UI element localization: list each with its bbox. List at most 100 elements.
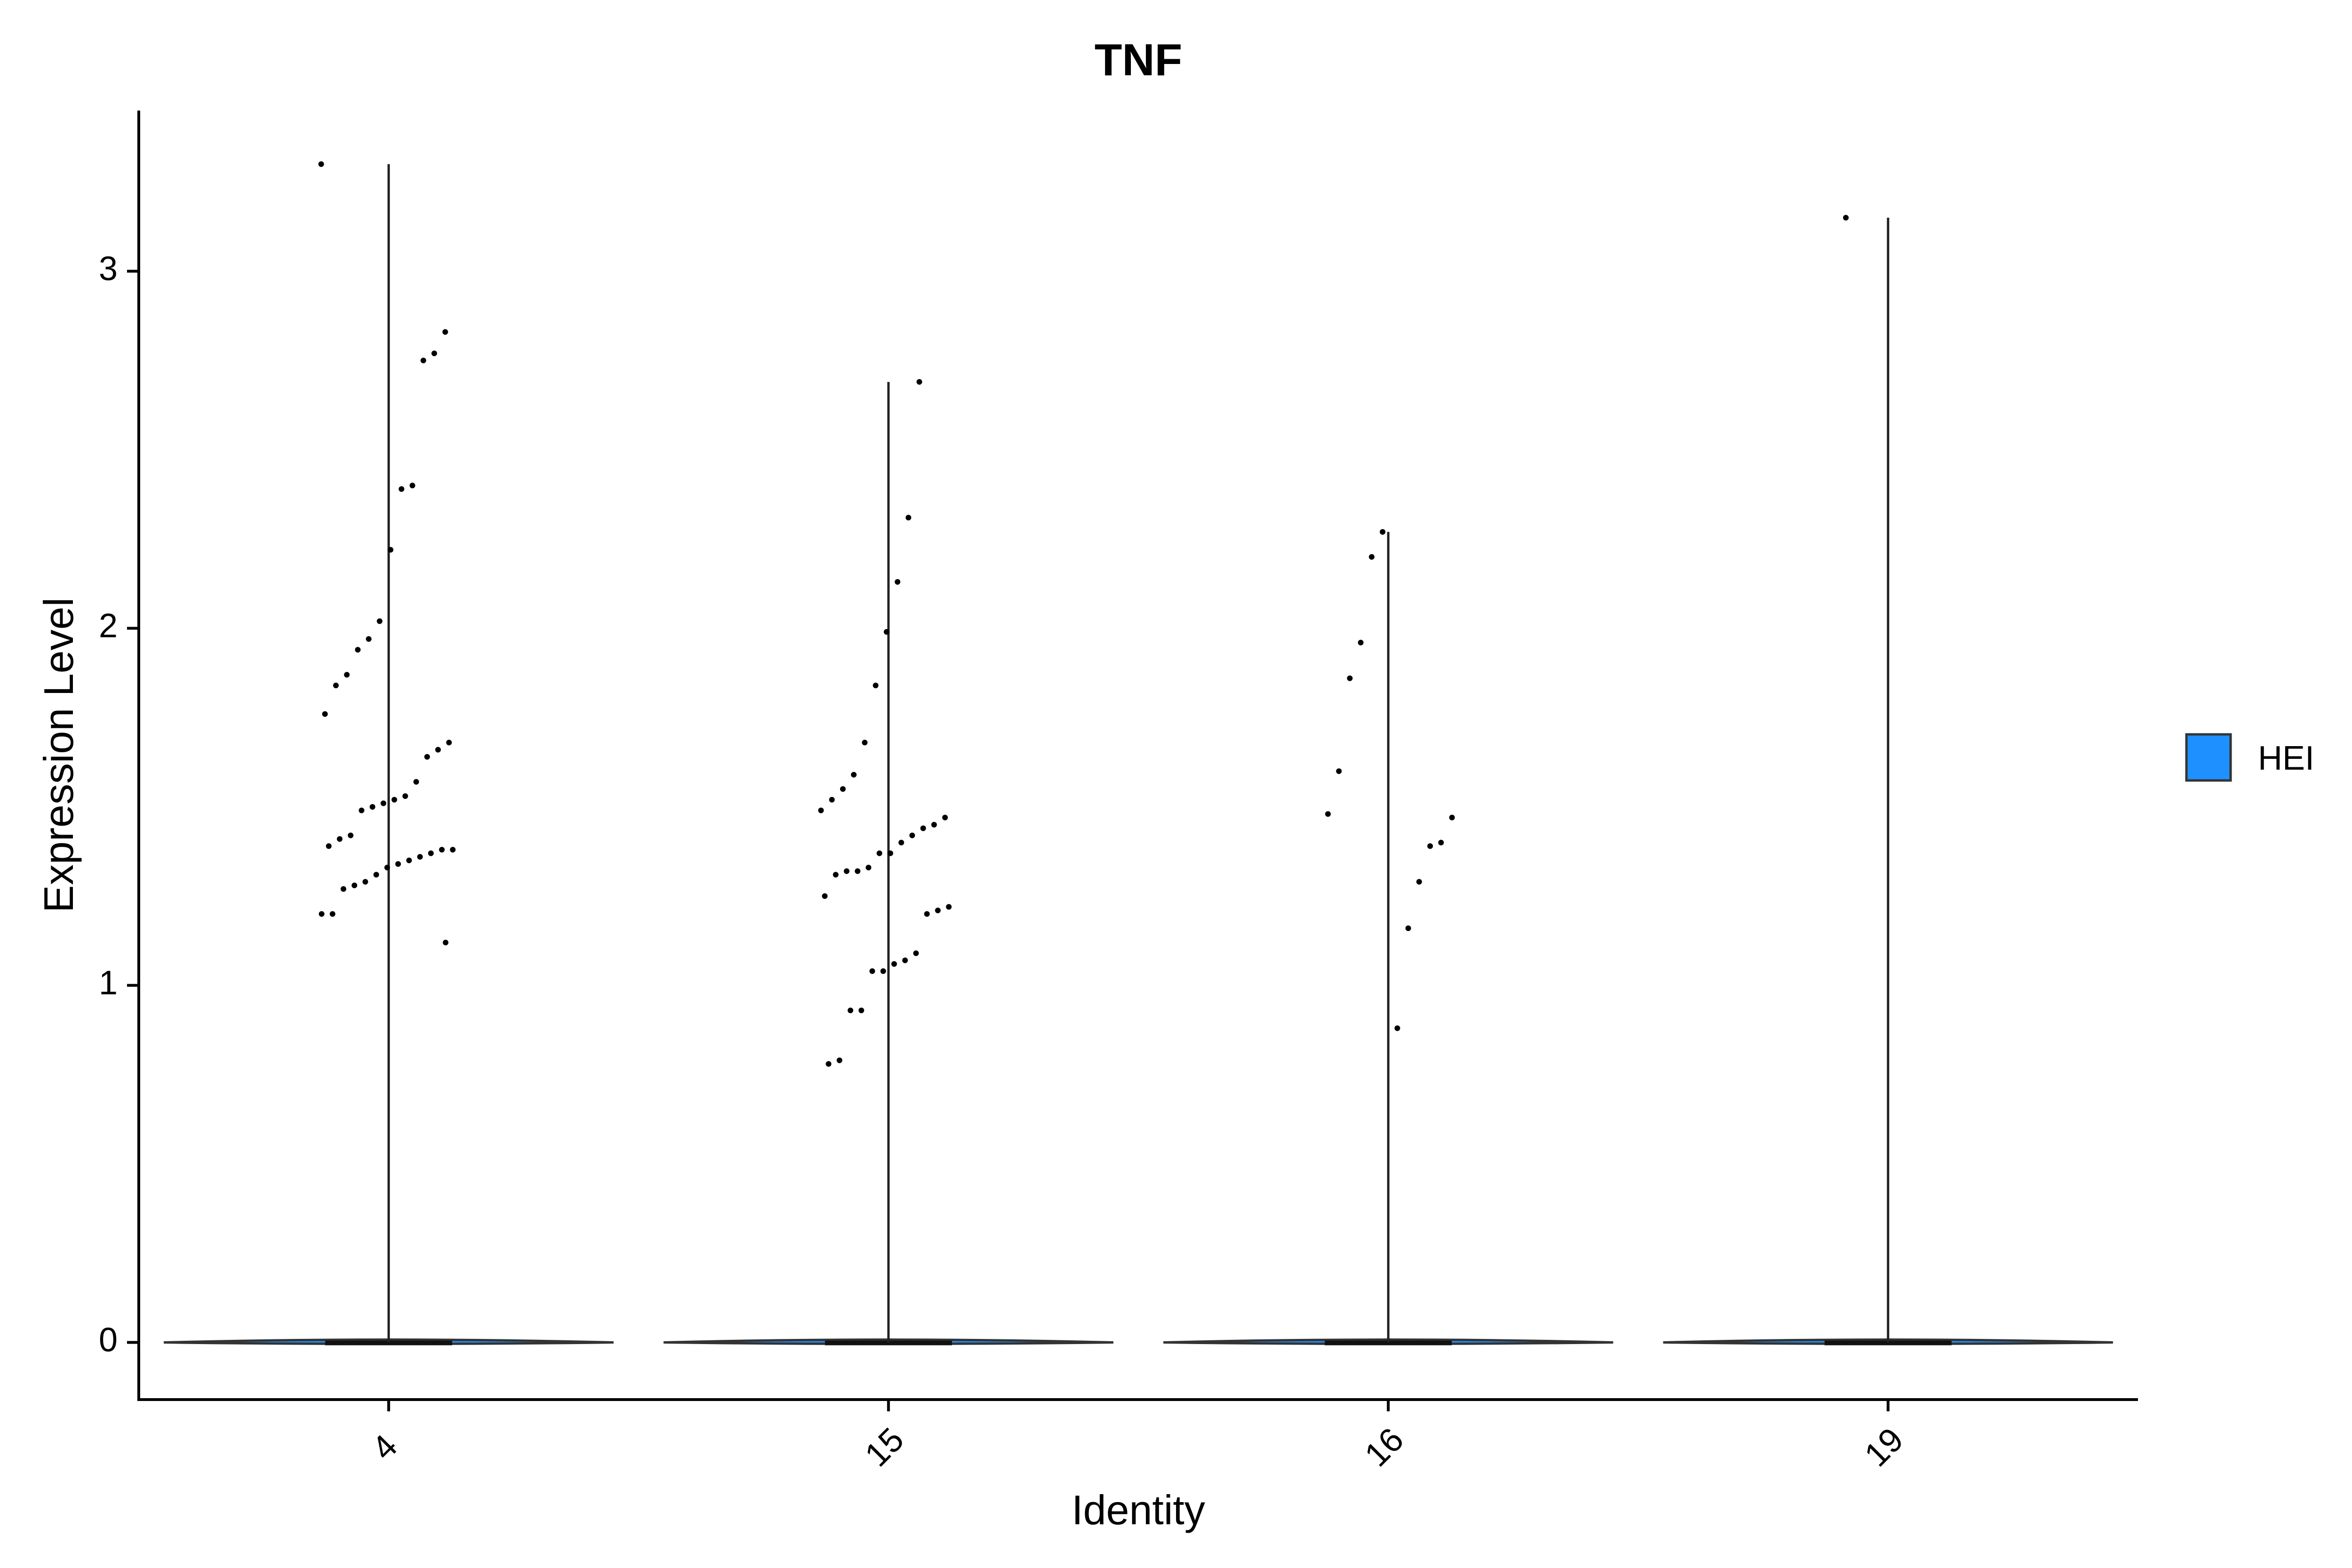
- data-point-4-36: [329, 911, 335, 917]
- data-point-15-8: [829, 796, 835, 803]
- violin-base-19: [1824, 1340, 1952, 1345]
- x-tick-label-4: 4: [365, 1427, 405, 1467]
- x-tick-label-19: 19: [1858, 1421, 1911, 1474]
- data-point-4-14: [435, 747, 441, 753]
- legend-key-hei: [2185, 733, 2232, 782]
- data-point-15-6: [851, 772, 857, 778]
- data-point-4-17: [402, 793, 408, 799]
- data-point-16-10: [1405, 925, 1411, 931]
- data-point-4-3: [421, 358, 426, 364]
- ticks-layer: 4 15 16 19 0 1 2 3: [99, 250, 1911, 1474]
- data-point-16-8: [1427, 843, 1433, 849]
- data-point-4-34: [351, 883, 358, 888]
- data-point-15-5: [862, 740, 868, 746]
- y-tick-label-1: 1: [99, 964, 118, 1002]
- y-tick-label-3: 3: [99, 250, 118, 288]
- data-point-4-35: [341, 886, 347, 892]
- data-point-15-27: [891, 961, 897, 967]
- data-point-4-22: [348, 832, 354, 838]
- data-point-15-22: [946, 904, 952, 910]
- x-tick-label-16: 16: [1358, 1421, 1411, 1474]
- data-point-16-3: [1347, 675, 1353, 681]
- data-point-4-29: [406, 857, 412, 863]
- data-point-16-7: [1438, 840, 1444, 845]
- data-point-15-14: [898, 840, 904, 845]
- data-point-15-11: [931, 822, 937, 828]
- y-tick-label-2: 2: [99, 607, 118, 645]
- data-point-4-10: [344, 672, 350, 678]
- data-point-4-7: [377, 618, 382, 624]
- data-point-4-18: [391, 796, 397, 803]
- data-point-4-11: [333, 683, 339, 688]
- violin-base-16: [1325, 1340, 1452, 1345]
- data-point-4-1: [442, 329, 448, 335]
- data-point-4-15: [424, 754, 430, 760]
- data-point-16-1: [1369, 554, 1375, 560]
- data-point-15-4: [873, 683, 879, 688]
- data-point-4-38: [443, 939, 449, 946]
- data-point-16-2: [1358, 639, 1364, 645]
- chart-title: TNF: [1095, 35, 1183, 85]
- data-point-15-3: [883, 629, 890, 635]
- legend-label-hei: HEI: [2258, 740, 2314, 777]
- data-point-4-13: [446, 740, 452, 746]
- y-tick-label-0: 0: [99, 1321, 118, 1359]
- data-point-4-32: [373, 872, 379, 878]
- data-point-4-24: [326, 843, 332, 849]
- data-point-19-0: [1843, 215, 1849, 221]
- data-point-15-23: [935, 907, 941, 914]
- data-point-15-20: [833, 872, 839, 878]
- data-point-4-19: [381, 800, 387, 806]
- data-point-15-9: [818, 807, 824, 813]
- data-point-4-26: [439, 847, 445, 853]
- data-point-4-20: [369, 804, 375, 810]
- data-point-4-4: [409, 483, 415, 488]
- data-point-16-5: [1325, 811, 1331, 817]
- x-tick-label-15: 15: [858, 1421, 911, 1474]
- data-point-15-30: [858, 1007, 865, 1013]
- marks-layer: [164, 161, 2113, 1345]
- x-axis-title: Identity: [1072, 1487, 1205, 1533]
- violin-group-4: [164, 161, 614, 1345]
- data-point-4-23: [337, 836, 343, 842]
- data-point-15-25: [913, 950, 919, 956]
- violin-base-4: [325, 1340, 453, 1345]
- data-point-15-32: [836, 1057, 842, 1063]
- data-point-15-12: [920, 825, 926, 831]
- data-point-15-17: [866, 865, 872, 871]
- violin-group-19: [1663, 215, 2113, 1345]
- data-point-15-31: [847, 1007, 853, 1013]
- data-point-16-4: [1336, 768, 1342, 774]
- data-point-15-21: [822, 893, 828, 899]
- violin-base-15: [825, 1340, 952, 1345]
- data-point-15-1: [906, 515, 912, 521]
- data-point-4-33: [362, 879, 368, 885]
- data-point-16-11: [1394, 1025, 1400, 1031]
- legend: HEI: [2185, 733, 2314, 782]
- data-point-4-30: [395, 861, 401, 867]
- data-point-15-15: [887, 850, 893, 856]
- data-point-4-31: [384, 865, 390, 871]
- data-point-15-28: [880, 968, 886, 974]
- data-point-15-18: [855, 868, 861, 874]
- violin-group-16: [1163, 529, 1613, 1345]
- data-point-4-21: [358, 807, 365, 813]
- data-point-15-13: [909, 832, 915, 838]
- data-point-15-16: [876, 850, 882, 856]
- data-point-15-10: [942, 814, 948, 820]
- data-point-4-0: [318, 161, 324, 167]
- violin-group-15: [663, 379, 1113, 1345]
- data-point-16-6: [1449, 814, 1455, 820]
- data-point-15-0: [916, 379, 922, 385]
- data-point-4-12: [322, 711, 328, 717]
- data-point-16-0: [1380, 529, 1386, 535]
- data-point-15-19: [843, 868, 850, 874]
- data-point-15-2: [895, 579, 900, 585]
- data-point-4-5: [398, 486, 405, 492]
- data-point-15-29: [869, 968, 875, 974]
- data-point-4-8: [366, 636, 372, 642]
- data-point-4-28: [417, 854, 423, 860]
- data-point-4-2: [431, 350, 437, 357]
